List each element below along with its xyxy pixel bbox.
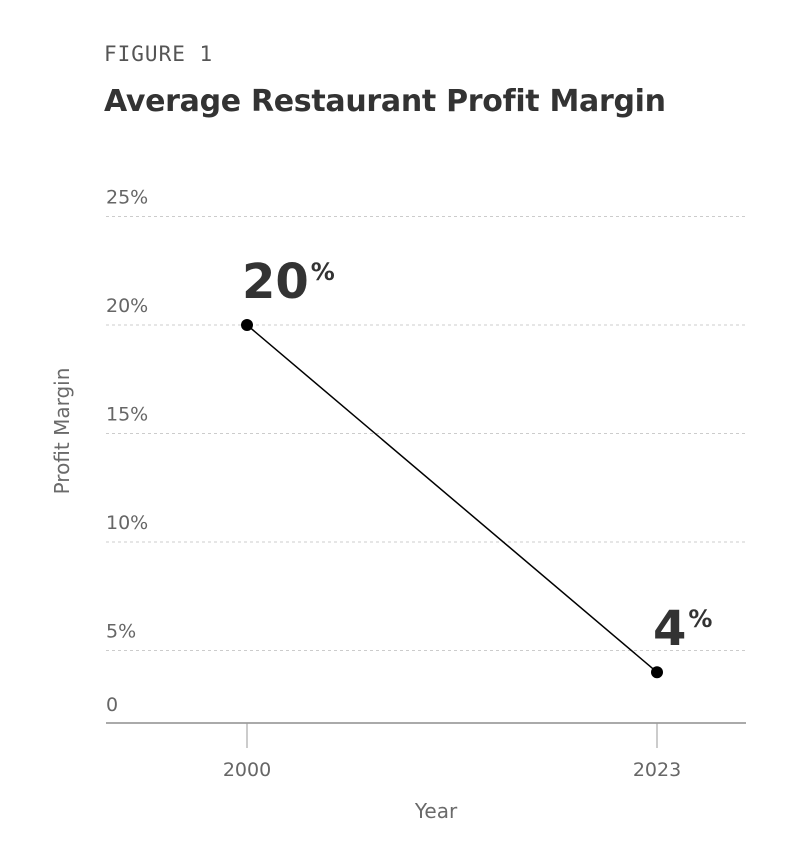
chart-title: Average Restaurant Profit Margin	[104, 84, 666, 119]
y-tick-label: 5%	[106, 621, 136, 643]
data-label: 20%	[242, 254, 335, 310]
x-tick-label: 2000	[223, 759, 271, 781]
y-tick-label: 0	[106, 694, 118, 716]
data-labels: 20% 4%	[242, 254, 712, 657]
gridlines	[106, 216, 746, 651]
y-axis-title: Profit Margin	[50, 368, 74, 495]
x-axis-ticks: 2000 2023	[223, 723, 681, 781]
data-label: 4%	[653, 601, 712, 657]
y-tick-label: 25%	[106, 187, 148, 209]
y-tick-label: 20%	[106, 295, 148, 317]
series-line	[241, 319, 663, 679]
y-tick-label: 10%	[106, 512, 148, 534]
y-axis-tick-labels: 0 5% 10% 15% 20% 25%	[106, 187, 148, 717]
data-point	[651, 666, 663, 679]
y-tick-label: 15%	[106, 404, 148, 426]
x-tick-label: 2023	[633, 759, 681, 781]
series-line-path	[246, 324, 658, 673]
data-point	[241, 319, 253, 331]
x-axis-title: Year	[414, 799, 458, 823]
figure-label: FIGURE 1	[104, 42, 214, 66]
